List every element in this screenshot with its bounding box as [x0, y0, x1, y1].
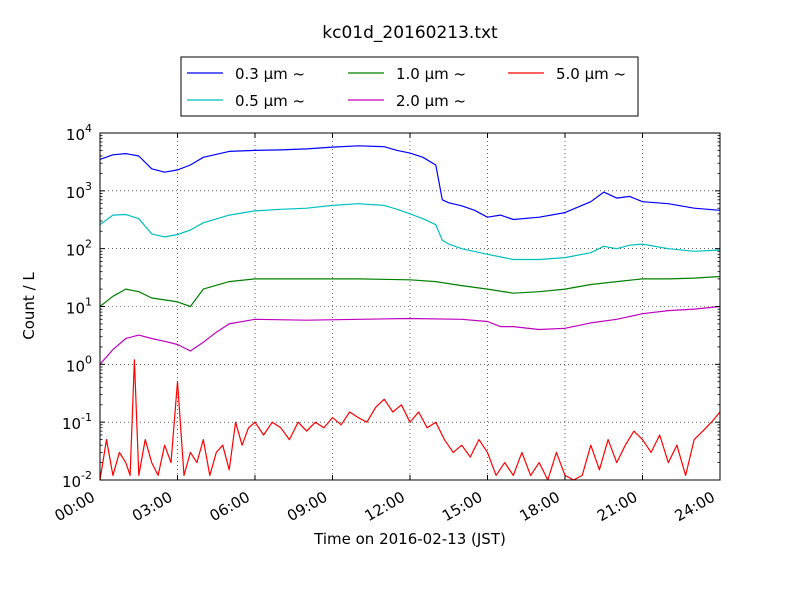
y-tick-exponent: -2: [81, 469, 92, 482]
y-tick-base: 10: [62, 473, 81, 491]
y-tick-base: 10: [66, 126, 85, 144]
y-tick-label: 103: [66, 180, 92, 202]
chart-title: kc01d_20160213.txt: [322, 23, 498, 43]
y-tick-label: 104: [66, 122, 92, 144]
y-tick-exponent: 3: [85, 180, 92, 193]
y-tick-exponent: 1: [85, 296, 92, 309]
y-tick-label: 102: [66, 238, 92, 260]
legend-label: 0.3 μm ~: [235, 65, 305, 83]
y-tick-exponent: 0: [85, 353, 92, 366]
y-tick-base: 10: [66, 242, 85, 260]
y-tick-base: 10: [62, 415, 81, 433]
y-tick-base: 10: [66, 357, 85, 375]
series-line-3: [99, 305, 721, 365]
series-line-2: [99, 275, 721, 308]
series-line-1: [99, 203, 721, 261]
x-axis-label: Time on 2016-02-13 (JST): [313, 530, 506, 548]
legend: 0.3 μm ~ 0.5 μm ~ 1.0 μm ~ 2.0 μm ~ 5.0 μm ~: [180, 56, 639, 117]
legend-label: 2.0 μm ~: [396, 92, 466, 110]
y-tick-label: 10-2: [62, 469, 92, 491]
y-tick-base: 10: [66, 300, 85, 318]
legend-label: 0.5 μm ~: [235, 92, 305, 110]
y-tick-label: 10-1: [62, 411, 92, 433]
y-tick-exponent: 4: [85, 122, 92, 135]
y-tick-base: 10: [66, 184, 85, 202]
legend-box: [180, 56, 639, 117]
series-layer: [99, 145, 721, 481]
y-tick-exponent: -1: [81, 411, 92, 424]
y-tick-label: 100: [66, 353, 92, 375]
series-line-0: [99, 145, 721, 221]
legend-label: 1.0 μm ~: [396, 65, 466, 83]
series-line-4: [99, 359, 721, 481]
y-tick-label: 101: [66, 296, 92, 318]
legend-label: 5.0 μm ~: [556, 65, 626, 83]
y-axis-label: Count / L: [20, 272, 38, 340]
y-tick-exponent: 2: [85, 238, 92, 251]
